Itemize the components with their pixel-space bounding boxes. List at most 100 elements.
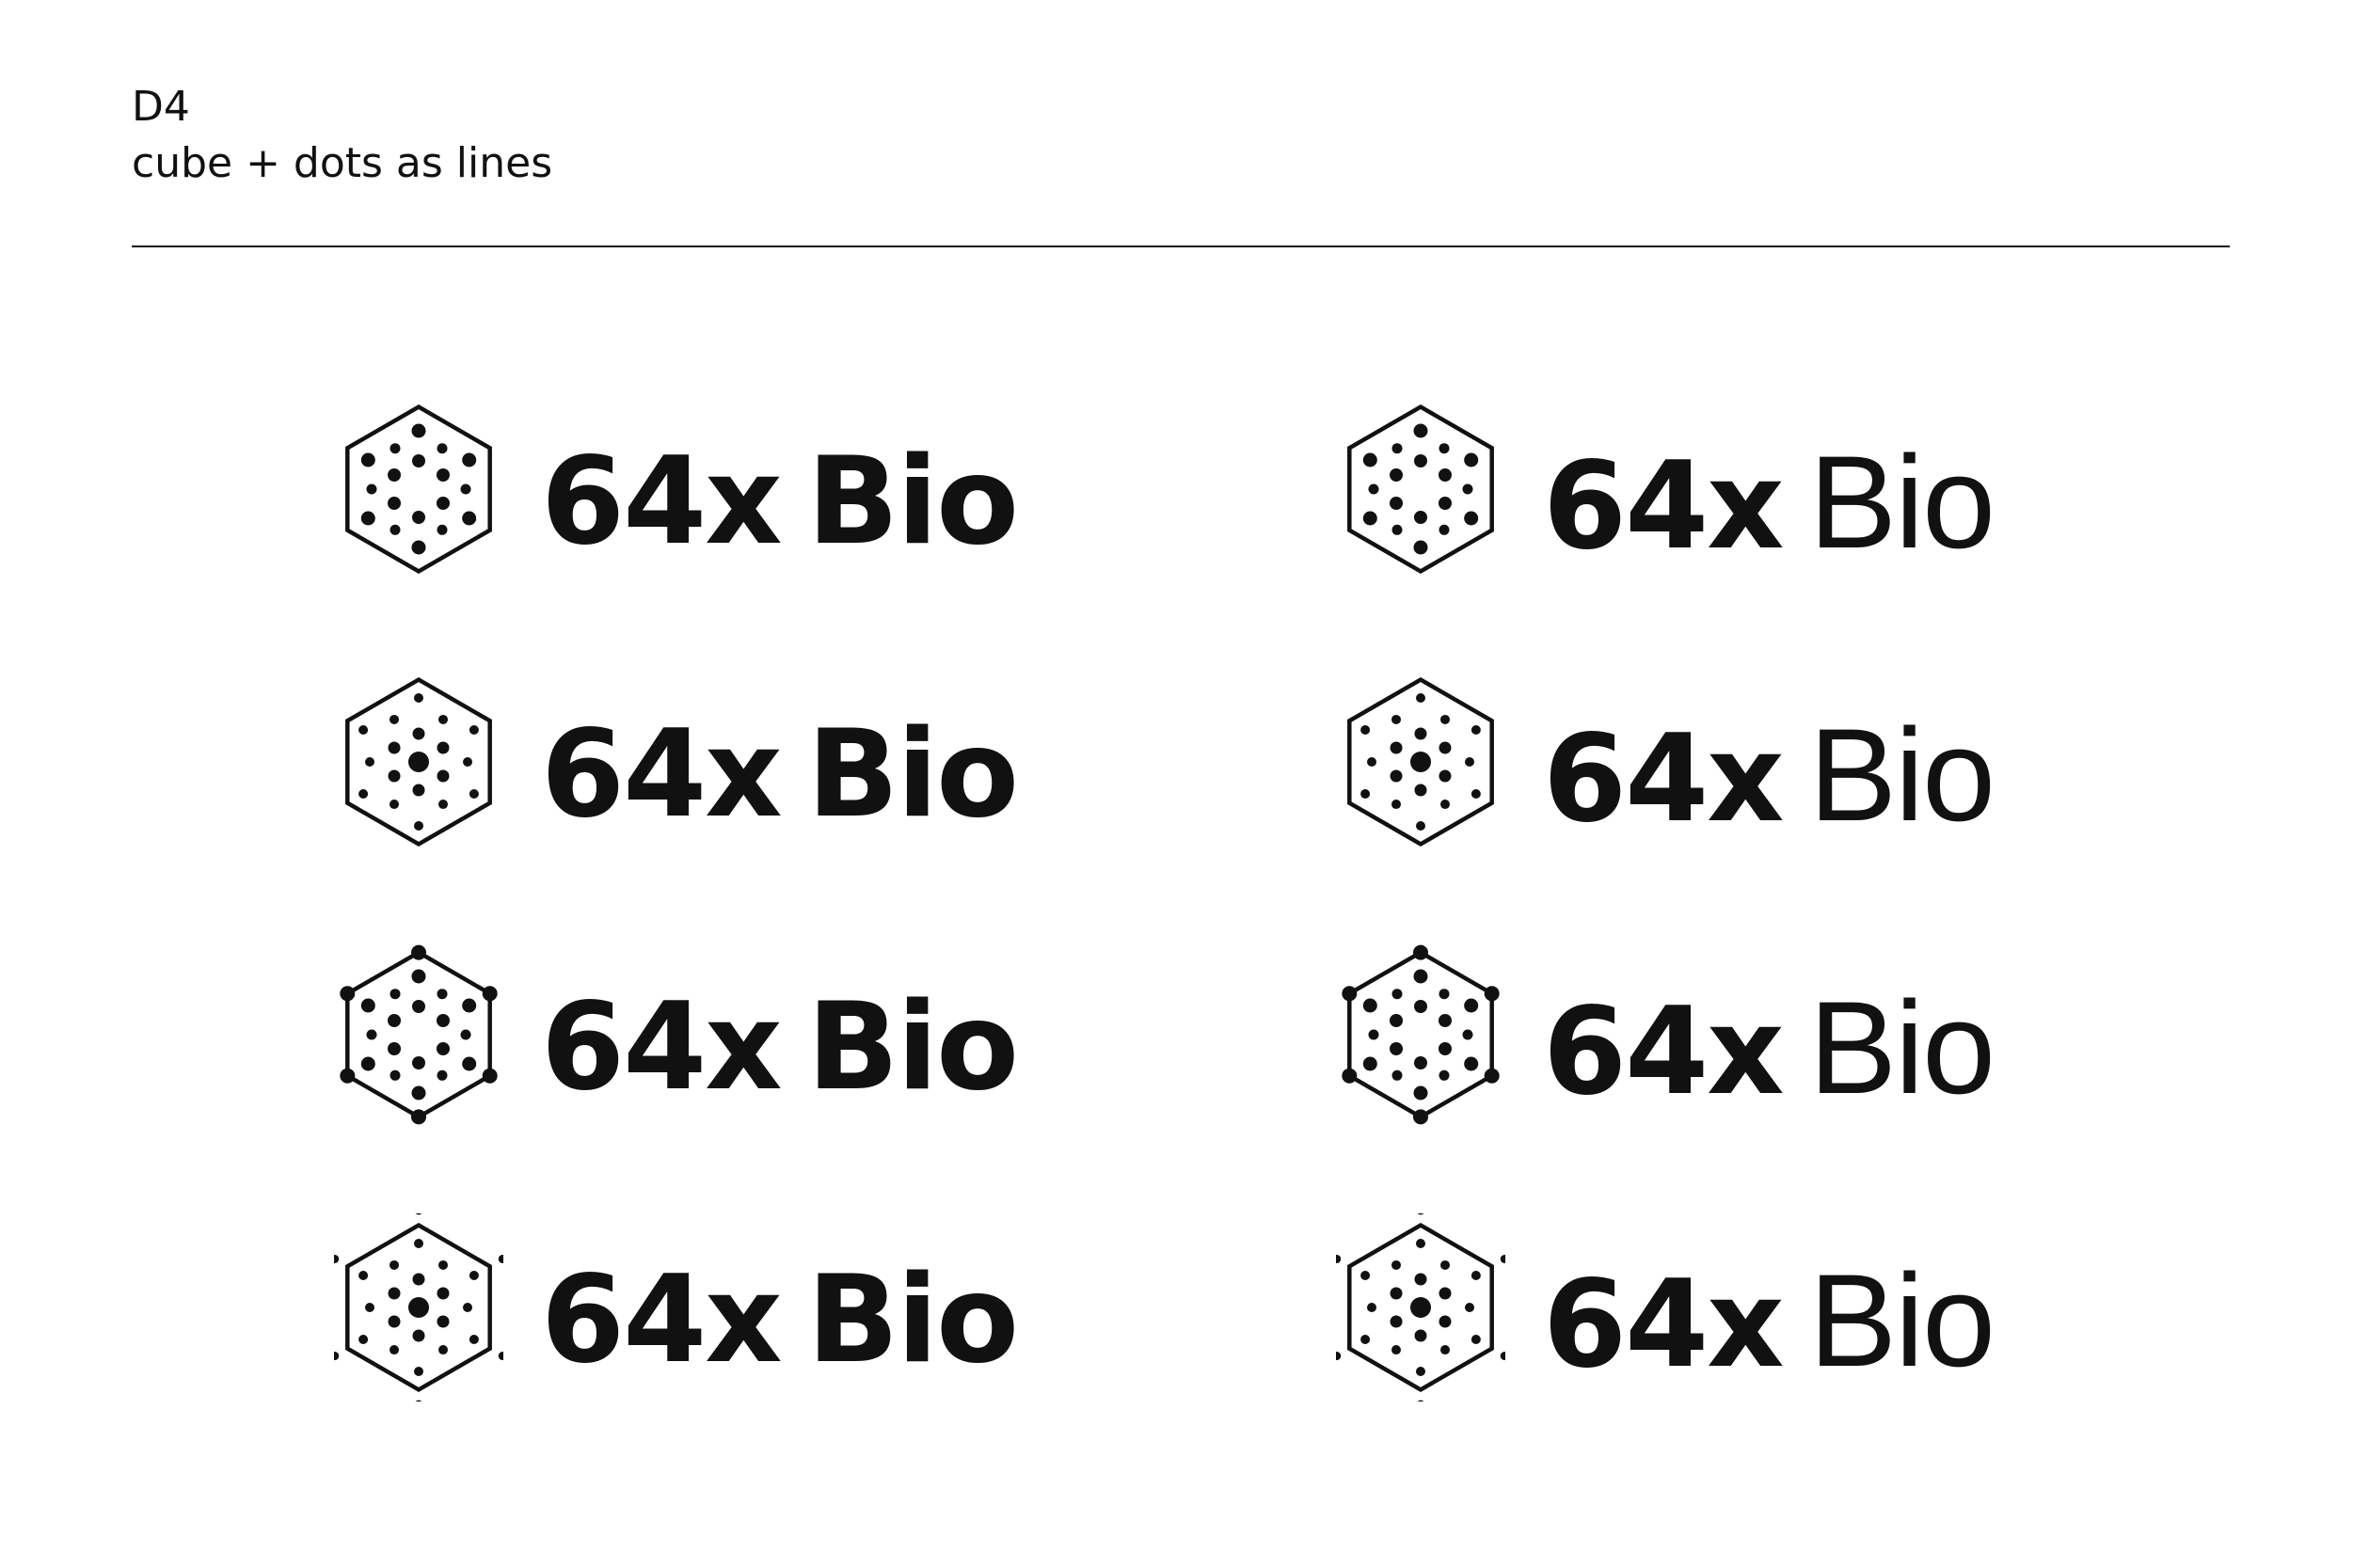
hexagon-outline — [345, 1223, 492, 1392]
mark-dot — [390, 1345, 399, 1355]
mark-dot — [1438, 1042, 1452, 1055]
mark-dot — [390, 1259, 399, 1270]
mark-dot — [1471, 1335, 1481, 1344]
mark-dot — [1391, 989, 1403, 1000]
mark-dot — [437, 989, 448, 1000]
mark-dot — [411, 423, 426, 438]
mark-dot — [1500, 1352, 1505, 1361]
hexagon-outline — [1347, 677, 1494, 847]
mark-dot — [462, 452, 477, 467]
mark-dot — [1362, 1056, 1377, 1071]
mark-dot — [1439, 769, 1452, 783]
mark-dot — [415, 1400, 422, 1402]
mark-dot — [1391, 443, 1403, 454]
hexagon-outline — [1347, 404, 1494, 574]
mark-dot — [1342, 986, 1358, 1002]
mark-dot — [1414, 511, 1427, 524]
mark-dot — [1413, 1109, 1428, 1125]
wordmark-number: 64x — [541, 1250, 783, 1390]
hexagon-dots-icon — [1336, 1213, 1505, 1402]
hexagon-dots-icon — [345, 677, 492, 847]
mark-dot — [1464, 511, 1479, 526]
mark-dot — [1360, 1335, 1371, 1344]
mark-dot — [1391, 524, 1403, 535]
mark-dot — [1439, 741, 1452, 754]
wordmark-name: Bio — [806, 432, 1019, 572]
wordmark-name: Bio — [806, 977, 1019, 1117]
mark-dot — [366, 1029, 377, 1040]
mark-dot — [411, 969, 426, 984]
mark-dot — [1368, 1029, 1379, 1040]
hexagon-dots-icon — [1342, 944, 1500, 1125]
hexagon-outline — [1347, 1223, 1494, 1392]
mark-dot — [1416, 693, 1425, 703]
mark-dot — [1414, 727, 1427, 740]
mark-dot — [360, 511, 375, 526]
mark-dot — [390, 800, 399, 810]
mark-dot — [412, 727, 425, 740]
mark-dot — [1410, 752, 1431, 772]
mark-dot — [1439, 989, 1450, 1000]
mark-dot — [1342, 1068, 1358, 1084]
hexagon-outline — [345, 404, 492, 574]
mark-dot — [388, 1014, 402, 1027]
mark-dot — [438, 714, 448, 724]
mark-dot — [463, 1303, 472, 1312]
mark-dot — [415, 1213, 422, 1215]
mark-dot — [463, 757, 472, 767]
mark-dot — [438, 1259, 448, 1270]
mark-dot — [388, 497, 402, 510]
mark-dot — [360, 1056, 375, 1071]
mark-dot — [1464, 1056, 1479, 1071]
mark-dot — [1367, 1303, 1376, 1312]
mark-dot — [414, 1239, 423, 1248]
mark-dot — [469, 789, 479, 799]
mark-dot — [388, 769, 401, 783]
wordmark-name: Bio — [1808, 701, 1995, 848]
mark-dot — [358, 725, 369, 735]
mark-dot — [1439, 1069, 1450, 1081]
mark-dot — [1413, 1085, 1428, 1101]
mark-dot — [482, 1068, 498, 1084]
mark-dot — [388, 1042, 402, 1055]
mark-dot — [1440, 800, 1450, 810]
mark-dot — [365, 1303, 374, 1312]
mark-dot — [1391, 714, 1401, 724]
mark-dot — [1416, 1367, 1425, 1376]
mark-dot — [388, 468, 402, 482]
mark-dot — [469, 1335, 479, 1344]
mark-dot — [1439, 443, 1450, 454]
wordmark-number: 64x — [541, 977, 783, 1117]
wordmark-number: 64x — [1543, 982, 1785, 1122]
hexagon-dots-icon — [345, 404, 492, 574]
mark-dot — [462, 511, 477, 526]
mark-dot — [408, 752, 429, 772]
mark-dot — [1391, 1069, 1403, 1081]
wordmark: 64x Bio — [1543, 709, 1995, 841]
mark-dot — [1410, 1297, 1431, 1318]
mark-dot — [412, 454, 425, 467]
mark-dot — [390, 1069, 401, 1081]
mark-dot — [469, 725, 479, 735]
hexagon-dots-icon — [1347, 677, 1494, 847]
mark-dot — [358, 1335, 369, 1344]
mark-dot — [334, 1254, 340, 1263]
wordmark-name: Bio — [1808, 1246, 1995, 1394]
mark-dot — [1390, 1315, 1403, 1328]
mark-dot — [358, 789, 369, 799]
wordmark-name: Bio — [1808, 428, 1995, 576]
mark-dot — [1462, 1029, 1473, 1040]
wordmark: 64x Bio — [541, 715, 1019, 835]
mark-dot — [1471, 725, 1481, 735]
mark-dot — [366, 483, 377, 495]
wordmark: 64x Bio — [541, 1260, 1019, 1381]
mark-dot — [436, 497, 450, 510]
mark-dot — [1464, 998, 1479, 1013]
mark-dot — [412, 511, 425, 524]
mark-dot — [1414, 1000, 1427, 1013]
mark-dot — [412, 1056, 425, 1069]
mark-dot — [365, 757, 374, 767]
wordmark-number: 64x — [541, 432, 783, 572]
mark-dot — [498, 1352, 503, 1361]
mark-dot — [438, 1345, 448, 1355]
